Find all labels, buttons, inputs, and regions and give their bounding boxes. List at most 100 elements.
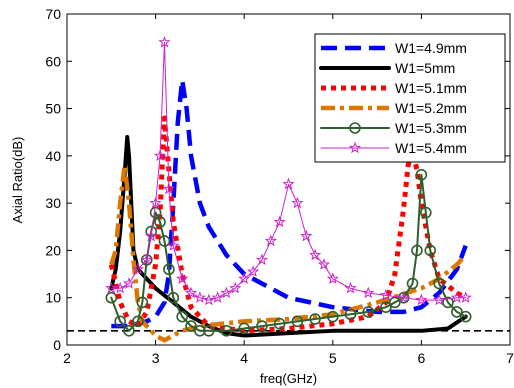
data-point xyxy=(122,277,136,289)
data-point xyxy=(167,239,180,251)
data-point xyxy=(389,296,401,309)
y-tick-label: 60 xyxy=(45,53,61,69)
data-point xyxy=(300,229,313,242)
data-point xyxy=(424,244,437,257)
data-point xyxy=(264,234,277,247)
data-point xyxy=(442,296,454,309)
y-axis-label: Axial Ratio(dB) xyxy=(10,137,25,224)
data-point xyxy=(273,215,286,228)
y-tick-label: 10 xyxy=(45,290,61,306)
series-W1=5mm xyxy=(109,134,468,338)
data-point xyxy=(167,291,180,304)
data-point xyxy=(309,313,321,325)
legend-item: W1=5.4mm xyxy=(320,140,467,156)
data-point xyxy=(140,253,153,266)
series-W1=5.2mm xyxy=(109,163,468,343)
data-point xyxy=(149,206,162,219)
data-point xyxy=(162,182,176,195)
data-point xyxy=(132,315,144,328)
legend-item: W1=5.2mm xyxy=(321,100,467,116)
data-point xyxy=(415,168,428,181)
series-line xyxy=(110,41,467,301)
series-line xyxy=(109,163,468,343)
data-point xyxy=(459,291,472,303)
y-tick-label: 40 xyxy=(45,148,61,164)
data-point xyxy=(317,258,331,270)
data-point xyxy=(136,296,149,309)
series-line xyxy=(109,134,468,338)
data-point xyxy=(459,310,472,323)
data-point xyxy=(185,320,197,332)
data-point xyxy=(379,288,393,301)
data-point xyxy=(153,149,167,162)
series-W1=5.4mm xyxy=(105,35,472,306)
legend-box xyxy=(314,33,506,163)
series-line xyxy=(108,115,467,334)
data-point xyxy=(184,286,198,299)
data-point xyxy=(154,216,166,228)
data-point xyxy=(326,310,339,323)
data-point xyxy=(229,281,242,294)
data-point xyxy=(238,322,250,335)
x-tick-label: 7 xyxy=(506,350,514,366)
legend-label: W1=5mm xyxy=(395,60,455,76)
y-tick-label: 0 xyxy=(53,337,61,353)
data-point xyxy=(291,196,304,209)
data-point xyxy=(433,277,445,290)
y-tick-label: 50 xyxy=(45,101,61,117)
data-point xyxy=(158,235,171,247)
data-point xyxy=(308,248,322,261)
legend-item: W1=5mm xyxy=(319,60,455,76)
data-point xyxy=(451,306,463,318)
data-point xyxy=(176,310,188,323)
legend-label: W1=5.1mm xyxy=(395,80,467,96)
legend-marker xyxy=(348,141,362,154)
legend-item: W1=4.9mm xyxy=(321,40,467,56)
series-layer xyxy=(67,35,510,343)
legend-label: W1=5.3mm xyxy=(395,120,467,136)
x-tick-label: 5 xyxy=(329,350,337,366)
x-tick-label: 2 xyxy=(63,350,71,366)
legend: W1=4.9mm W1=5mm W1=5.1mm W1=5.2mm W1=5.3mm W1… xyxy=(314,33,506,163)
data-point xyxy=(415,293,428,306)
data-point xyxy=(326,272,339,285)
data-point xyxy=(220,325,233,337)
y-tick-label: 20 xyxy=(45,242,61,258)
data-point xyxy=(433,293,446,306)
y-tick-label: 30 xyxy=(45,195,61,211)
series-W1=5.1mm xyxy=(108,115,467,334)
data-point xyxy=(256,320,268,332)
data-point xyxy=(406,277,419,290)
legend-label: W1=5.4mm xyxy=(395,140,467,156)
data-point xyxy=(380,301,392,313)
legend-label: W1=4.9mm xyxy=(395,40,467,56)
plot-frame xyxy=(66,13,511,346)
data-point xyxy=(114,315,126,328)
data-point xyxy=(246,265,260,277)
data-point xyxy=(123,325,135,337)
series-W1=5.3mm xyxy=(105,168,472,337)
legend-marker xyxy=(349,122,361,134)
data-point xyxy=(291,315,304,328)
data-point xyxy=(193,291,207,303)
data-point xyxy=(220,286,233,299)
data-point xyxy=(145,229,158,242)
data-point xyxy=(411,244,423,257)
data-point xyxy=(211,291,224,303)
data-point xyxy=(362,306,375,318)
x-axis-label: freq(GHz) xyxy=(260,371,317,386)
data-point xyxy=(202,325,215,337)
data-point xyxy=(273,317,286,330)
data-point xyxy=(114,281,127,294)
data-point xyxy=(420,206,432,219)
data-point xyxy=(131,262,144,275)
data-point xyxy=(397,291,410,303)
y-tick-label: 70 xyxy=(45,6,61,22)
data-point xyxy=(344,308,357,321)
data-point xyxy=(362,286,375,299)
x-tick-label: 4 xyxy=(240,350,248,366)
data-point xyxy=(202,293,215,306)
series-W1=4.9mm xyxy=(111,77,468,329)
